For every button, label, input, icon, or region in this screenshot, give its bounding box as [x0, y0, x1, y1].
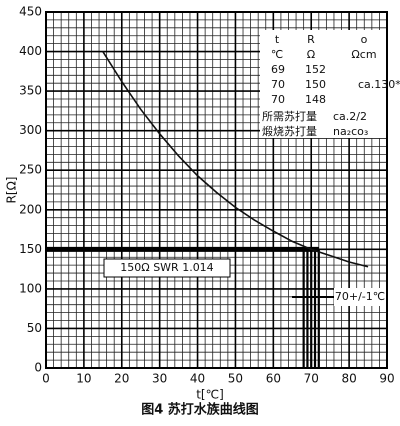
inset-note: na₂co₃ — [333, 125, 368, 138]
inset-cell: 69 — [271, 63, 285, 76]
x-tick-label: 10 — [76, 372, 91, 386]
annotation-box — [103, 258, 231, 278]
y-tick-label: 350 — [19, 84, 42, 98]
inset-cell: 150 — [305, 78, 326, 91]
inset-cell: Ω — [307, 48, 315, 61]
inset-cell: 152 — [305, 63, 326, 76]
x-tick-label: 80 — [341, 372, 356, 386]
inset-cell: o — [361, 33, 368, 46]
inset-cell: Ωcm — [351, 48, 376, 61]
inset-cell: ℃ — [271, 48, 283, 61]
y-tick-label: 50 — [27, 321, 42, 335]
x-tick-label: 90 — [379, 372, 394, 386]
y-tick-label: 0 — [34, 361, 42, 375]
x-tick-label: 60 — [266, 372, 281, 386]
inset-box — [260, 30, 386, 138]
y-tick-label: 250 — [19, 163, 42, 177]
y-tick-label: 400 — [19, 44, 42, 58]
x-tick-label: 50 — [228, 372, 243, 386]
inset-note: 所需苏打量 — [262, 109, 317, 123]
y-tick-label: 300 — [19, 123, 42, 137]
inset-cell: 70 — [271, 78, 285, 91]
annotation: 150Ω SWR 1.014 — [120, 261, 213, 274]
inset-cell: R — [307, 33, 315, 46]
inset-note: 煅烧苏打量 — [262, 124, 317, 138]
plot-border — [45, 11, 388, 369]
x-axis-label: t[℃] — [196, 388, 224, 402]
y-axis-label: R[Ω] — [5, 177, 19, 204]
inset-cell: t — [275, 33, 280, 46]
inset-cell: 148 — [305, 93, 326, 106]
inset-note: ca.2/2 — [333, 110, 367, 123]
y-tick-label: 150 — [19, 242, 42, 256]
x-tick-label: 30 — [152, 372, 167, 386]
annotation-box — [334, 288, 386, 306]
x-tick-label: 40 — [190, 372, 205, 386]
annotation: 70+/-1℃ — [335, 290, 385, 303]
y-tick-label: 200 — [19, 202, 42, 216]
y-tick-label: 450 — [19, 5, 42, 19]
x-tick-label: 20 — [114, 372, 129, 386]
x-tick-label: 0 — [42, 372, 50, 386]
caption: 图4 苏打水族曲线图 — [141, 402, 259, 418]
y-tick-label: 100 — [19, 281, 42, 295]
inset-cell: ca.130* — [358, 78, 400, 91]
x-tick-label: 70 — [304, 372, 319, 386]
curve — [102, 51, 369, 268]
inset-cell: 70 — [271, 93, 285, 106]
